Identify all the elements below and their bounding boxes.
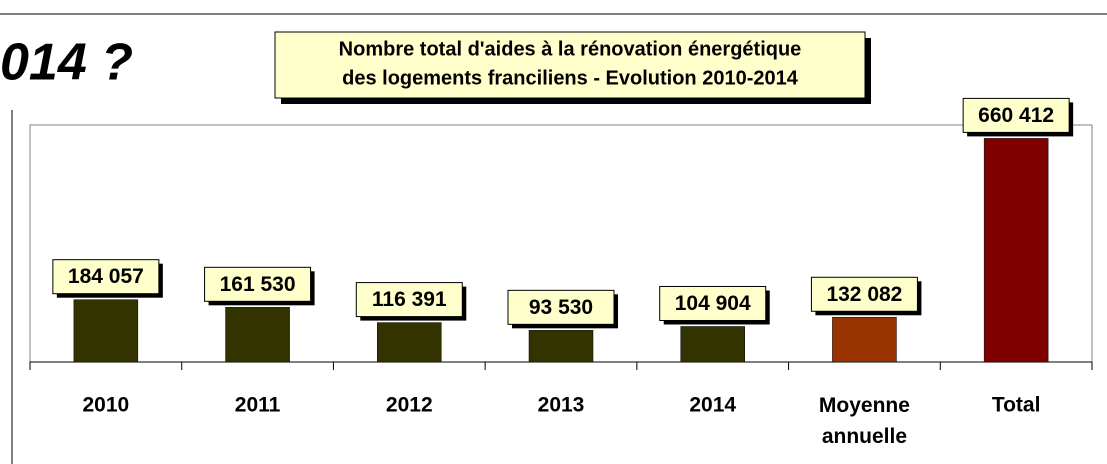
bar: [680, 326, 745, 363]
value-label: 104 904: [675, 292, 751, 315]
bar: [832, 317, 897, 363]
bar: [528, 330, 594, 363]
title-box: [274, 31, 866, 99]
value-label: 116 391: [372, 288, 447, 311]
slide-heading: 014 ?: [0, 34, 133, 92]
value-label: 132 082: [826, 283, 902, 306]
chart-title: Nombre total d'aides à la rénovation éne…: [339, 38, 802, 60]
value-label-box: [962, 97, 1070, 133]
x-tick-label: 2011: [235, 394, 281, 417]
bar: [983, 138, 1049, 363]
value-label-box: [810, 276, 918, 312]
x-tick-label: Moyenne annuelle: [819, 394, 910, 448]
value-label-box: [659, 285, 767, 321]
x-tick-label: 2010: [82, 394, 129, 417]
value-label: 93 530: [529, 296, 593, 319]
value-label-box: [507, 289, 615, 325]
value-label-box: [204, 266, 312, 302]
value-label: 161 530: [220, 273, 296, 296]
bar: [225, 307, 290, 363]
x-tick-label: 2014: [689, 394, 736, 417]
value-label-box: [355, 282, 463, 318]
x-tick-label: Total: [992, 394, 1041, 417]
x-tick-label: 2013: [538, 394, 585, 417]
value-label-box: [52, 259, 160, 295]
bar: [73, 299, 139, 363]
x-tick-label: 2012: [386, 394, 433, 417]
chart-title: des logements franciliens - Evolution 20…: [342, 67, 799, 89]
bar: [377, 322, 442, 363]
value-label: 660 412: [978, 104, 1054, 127]
value-label: 184 057: [68, 265, 144, 288]
